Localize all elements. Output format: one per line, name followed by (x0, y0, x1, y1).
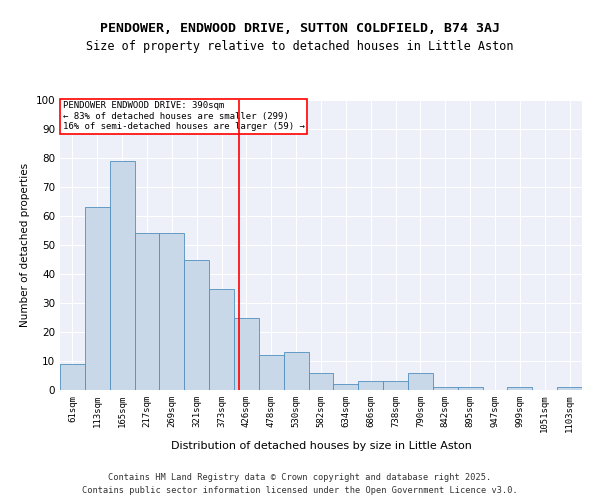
Text: Contains HM Land Registry data © Crown copyright and database right 2025.: Contains HM Land Registry data © Crown c… (109, 474, 491, 482)
Bar (60, 364, 85, 390)
Text: Size of property relative to detached houses in Little Aston: Size of property relative to detached ho… (86, 40, 514, 53)
Y-axis label: Number of detached properties: Number of detached properties (20, 163, 30, 327)
Bar (184, 260, 209, 390)
Bar (383, 382, 408, 390)
Bar (308, 372, 334, 390)
Bar (458, 387, 482, 390)
Bar (284, 352, 308, 390)
Bar (110, 161, 134, 390)
Bar (433, 387, 458, 390)
Bar (209, 288, 234, 390)
Bar (85, 208, 110, 390)
Bar (358, 382, 383, 390)
Bar (134, 234, 160, 390)
Text: Contains public sector information licensed under the Open Government Licence v3: Contains public sector information licen… (82, 486, 518, 495)
Bar (160, 234, 184, 390)
Text: PENDOWER, ENDWOOD DRIVE, SUTTON COLDFIELD, B74 3AJ: PENDOWER, ENDWOOD DRIVE, SUTTON COLDFIEL… (100, 22, 500, 36)
Bar (234, 318, 259, 390)
Bar (408, 372, 433, 390)
Bar (259, 355, 284, 390)
Text: PENDOWER ENDWOOD DRIVE: 390sqm
← 83% of detached houses are smaller (299)
16% of: PENDOWER ENDWOOD DRIVE: 390sqm ← 83% of … (62, 102, 304, 132)
X-axis label: Distribution of detached houses by size in Little Aston: Distribution of detached houses by size … (170, 441, 472, 451)
Bar (334, 384, 358, 390)
Bar (557, 387, 582, 390)
Bar (508, 387, 532, 390)
